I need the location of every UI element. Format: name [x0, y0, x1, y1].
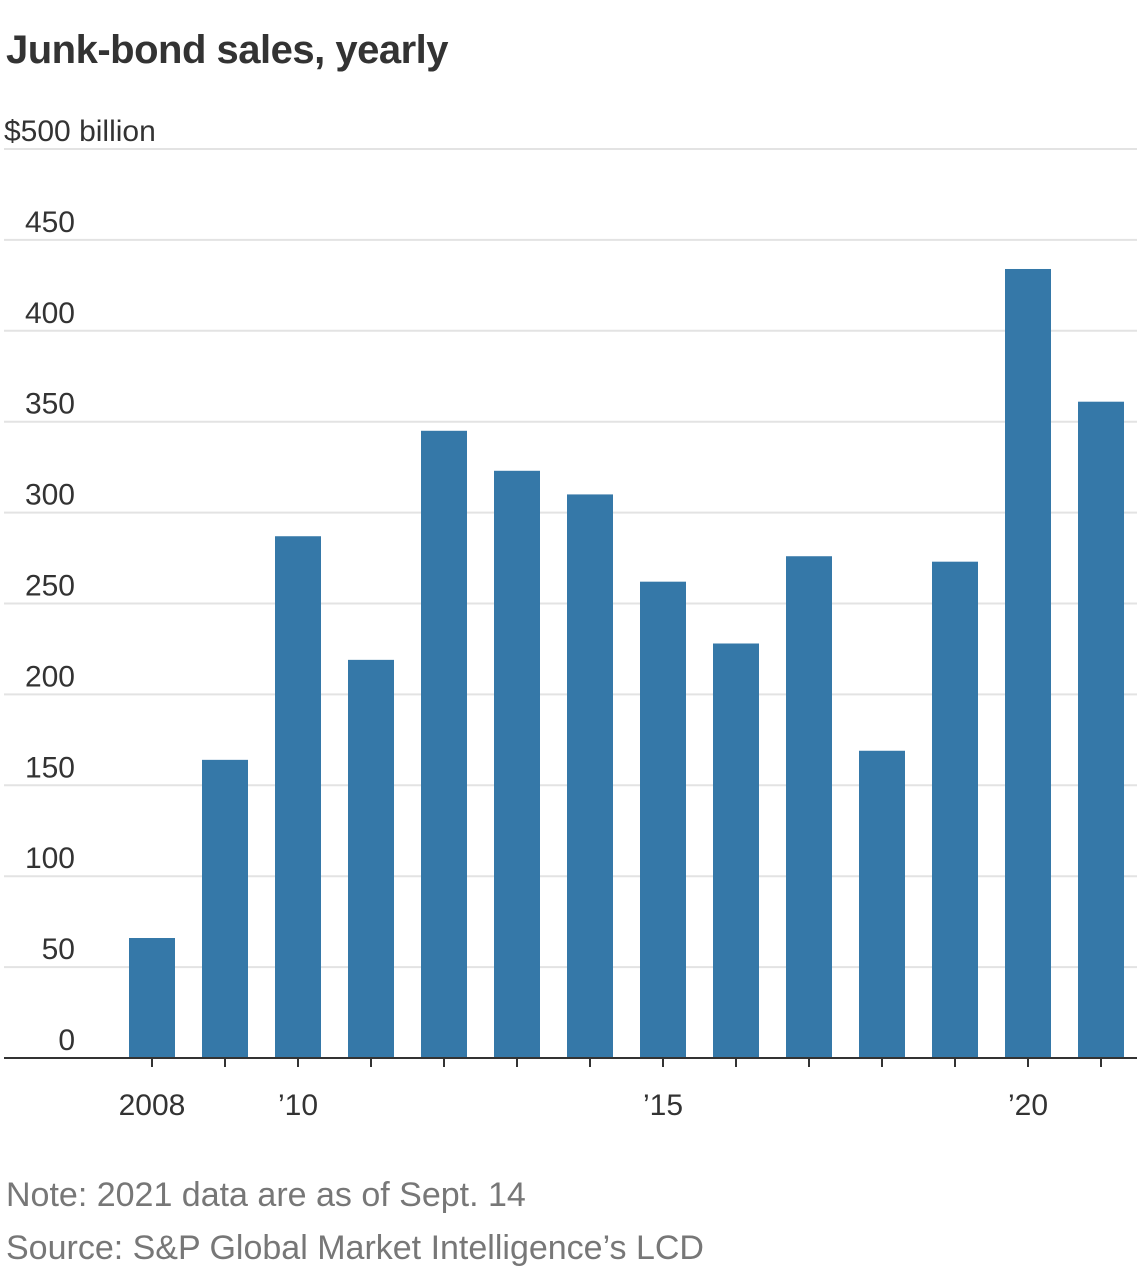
- chart-note: Note: 2021 data are as of Sept. 14: [6, 1176, 526, 1214]
- bar-2014: [567, 494, 613, 1058]
- bar-2012: [421, 430, 467, 1058]
- y-tick-label: 400: [25, 297, 75, 330]
- y-tick-label: 200: [25, 660, 75, 693]
- bar-2018: [859, 750, 905, 1058]
- x-tick-label: ’10: [278, 1089, 318, 1122]
- bar-2020: [1005, 268, 1051, 1058]
- x-tick-label: ’20: [1008, 1089, 1048, 1122]
- y-tick-label: 50: [42, 933, 75, 966]
- bar-chart: $500 billion501001502002503003504004500 …: [4, 115, 1137, 1122]
- x-tick-label: 2008: [119, 1089, 186, 1122]
- bar-2010: [275, 536, 321, 1058]
- y-tick-label: 150: [25, 751, 75, 784]
- y-tick-label: 250: [25, 570, 75, 603]
- bar-2021: [1078, 401, 1124, 1058]
- bar-2017: [786, 556, 832, 1058]
- x-axis: [4, 1057, 1137, 1067]
- y-tick-label: 300: [25, 479, 75, 512]
- y-tick-label: 100: [25, 842, 75, 875]
- y-tick-label: 350: [25, 388, 75, 421]
- y-unit-label: $500 billion: [4, 115, 156, 148]
- bar-2016: [713, 643, 759, 1058]
- y-tick-label-zero: 0: [58, 1024, 75, 1057]
- bar-2015: [640, 581, 686, 1058]
- x-axis-labels: 2008 ’10 ’15 ’20: [119, 1089, 1048, 1122]
- y-tick-label: 450: [25, 206, 75, 239]
- chart-title: Junk-bond sales, yearly: [6, 28, 449, 72]
- chart-source: Source: S&P Global Market Intelligence’s…: [6, 1229, 704, 1267]
- bar-2008: [129, 938, 175, 1058]
- bar-2009: [202, 759, 248, 1058]
- y-axis-labels: $500 billion 50 100 150 200 250 300 350 400 450 0: [4, 115, 156, 1057]
- bars: [129, 268, 1124, 1058]
- bar-2011: [348, 659, 394, 1058]
- bar-2013: [494, 470, 540, 1058]
- x-tick-label: ’15: [643, 1089, 683, 1122]
- bar-2019: [932, 561, 978, 1058]
